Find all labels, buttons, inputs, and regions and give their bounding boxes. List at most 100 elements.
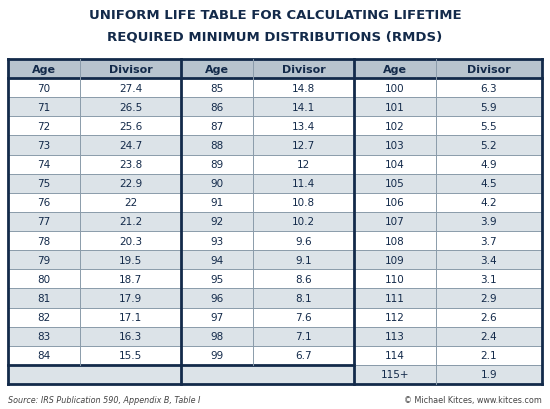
Text: 107: 107 [385,217,405,227]
Bar [254,98,354,117]
Bar [254,155,354,174]
Text: 1.9: 1.9 [481,370,497,380]
Text: 21.2: 21.2 [119,217,142,227]
Bar [254,327,354,346]
Text: 5.2: 5.2 [481,141,497,151]
Bar [181,231,254,251]
Text: 4.2: 4.2 [481,198,497,208]
Bar [8,289,80,308]
Text: 10.8: 10.8 [292,198,316,208]
Bar [436,308,542,327]
Text: 20.3: 20.3 [119,236,142,246]
Bar [436,289,542,308]
Bar [354,79,436,98]
Text: 22: 22 [124,198,138,208]
Text: 14.1: 14.1 [292,103,316,112]
Text: 97: 97 [211,312,224,322]
Text: 2.4: 2.4 [481,331,497,342]
Bar [80,174,181,193]
Bar [354,231,436,251]
Bar [8,98,80,117]
Bar [354,289,436,308]
Text: 11.4: 11.4 [292,179,316,189]
Text: 115+: 115+ [381,370,409,380]
Text: 95: 95 [211,274,224,284]
Bar [436,251,542,270]
Bar [181,60,254,79]
Bar [254,346,354,365]
Bar [80,308,181,327]
Bar [436,98,542,117]
Bar [436,155,542,174]
Bar [80,327,181,346]
Bar [436,79,542,98]
Text: 81: 81 [37,293,51,303]
Text: 19.5: 19.5 [119,255,142,265]
Bar [181,136,254,155]
Bar [80,117,181,136]
Bar [80,193,181,212]
Bar [8,174,80,193]
Text: 84: 84 [37,351,51,360]
Bar [181,270,254,289]
Text: 3.9: 3.9 [481,217,497,227]
Bar [80,270,181,289]
Text: 22.9: 22.9 [119,179,142,189]
Text: 12.7: 12.7 [292,141,316,151]
Text: 16.3: 16.3 [119,331,142,342]
Bar [8,346,80,365]
Bar [254,231,354,251]
Text: 94: 94 [211,255,224,265]
Text: 83: 83 [37,331,51,342]
Text: 102: 102 [385,121,405,132]
Text: 85: 85 [211,83,224,93]
Bar [354,98,436,117]
Text: Divisor: Divisor [109,64,152,74]
Bar [354,155,436,174]
Text: 72: 72 [37,121,51,132]
Text: 86: 86 [211,103,224,112]
Text: 23.8: 23.8 [119,160,142,170]
Text: Age: Age [205,64,229,74]
Text: 27.4: 27.4 [119,83,142,93]
Bar [436,193,542,212]
Text: 76: 76 [37,198,51,208]
Text: 5.9: 5.9 [481,103,497,112]
Bar [254,251,354,270]
Bar [8,79,80,98]
Bar [80,79,181,98]
Bar [436,117,542,136]
Text: 93: 93 [211,236,224,246]
Text: 78: 78 [37,236,51,246]
Bar [436,212,542,231]
Bar [436,60,542,79]
Bar [8,270,80,289]
Text: 18.7: 18.7 [119,274,142,284]
Bar [354,346,436,365]
Text: 3.7: 3.7 [481,236,497,246]
Text: 88: 88 [211,141,224,151]
Text: 73: 73 [37,141,51,151]
Text: 74: 74 [37,160,51,170]
Bar [254,193,354,212]
Text: 13.4: 13.4 [292,121,316,132]
Bar [354,270,436,289]
Text: 15.5: 15.5 [119,351,142,360]
Text: 112: 112 [385,312,405,322]
Text: 17.1: 17.1 [119,312,142,322]
Text: UNIFORM LIFE TABLE FOR CALCULATING LIFETIME: UNIFORM LIFE TABLE FOR CALCULATING LIFET… [89,9,461,22]
Bar [8,251,80,270]
Bar [181,155,254,174]
Text: 9.6: 9.6 [295,236,312,246]
Bar [254,60,354,79]
Bar [80,289,181,308]
Bar [8,365,181,384]
Text: 105: 105 [385,179,405,189]
Text: 8.6: 8.6 [295,274,312,284]
Bar [436,231,542,251]
Bar [8,212,80,231]
Bar [354,251,436,270]
Bar [354,308,436,327]
Text: 6.3: 6.3 [481,83,497,93]
Bar [181,346,254,365]
